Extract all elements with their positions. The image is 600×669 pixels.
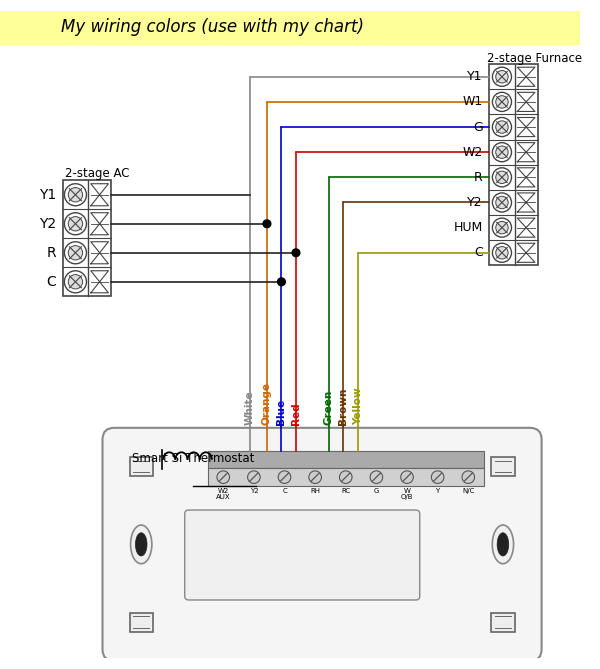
Text: C: C xyxy=(46,275,56,289)
Ellipse shape xyxy=(136,533,147,556)
Bar xyxy=(0,11,580,45)
Text: Y1: Y1 xyxy=(467,70,482,83)
Text: W2: W2 xyxy=(463,146,482,159)
Circle shape xyxy=(493,193,512,212)
Circle shape xyxy=(462,471,475,484)
Text: Red: Red xyxy=(291,402,301,425)
Text: Y2: Y2 xyxy=(39,217,56,231)
Polygon shape xyxy=(517,218,535,237)
Ellipse shape xyxy=(492,525,514,564)
Text: My wiring colors (use with my chart): My wiring colors (use with my chart) xyxy=(61,19,364,36)
Polygon shape xyxy=(517,92,535,112)
Circle shape xyxy=(493,168,512,187)
Text: Y2: Y2 xyxy=(250,488,258,494)
Text: White: White xyxy=(245,390,254,425)
Circle shape xyxy=(493,92,512,112)
Circle shape xyxy=(493,142,512,162)
Circle shape xyxy=(68,274,83,289)
Text: N/C: N/C xyxy=(462,488,475,494)
Text: RH: RH xyxy=(310,488,320,494)
Polygon shape xyxy=(517,193,535,212)
Text: Blue: Blue xyxy=(277,399,286,425)
FancyBboxPatch shape xyxy=(130,613,153,632)
Circle shape xyxy=(68,187,83,202)
Circle shape xyxy=(309,471,322,484)
FancyBboxPatch shape xyxy=(103,428,542,661)
Text: R: R xyxy=(46,246,56,260)
Circle shape xyxy=(493,118,512,136)
Text: Brown: Brown xyxy=(338,387,349,425)
Bar xyxy=(208,451,484,468)
Circle shape xyxy=(496,146,508,159)
Bar xyxy=(208,468,484,486)
Circle shape xyxy=(493,218,512,237)
Circle shape xyxy=(493,244,512,262)
Polygon shape xyxy=(91,184,109,206)
Circle shape xyxy=(431,471,444,484)
Circle shape xyxy=(340,471,352,484)
Text: C: C xyxy=(282,488,287,494)
Circle shape xyxy=(68,217,83,231)
Text: Orange: Orange xyxy=(262,382,272,425)
Circle shape xyxy=(496,121,508,133)
Polygon shape xyxy=(517,168,535,187)
Circle shape xyxy=(496,247,508,259)
Circle shape xyxy=(496,221,508,234)
Bar xyxy=(490,64,538,266)
Circle shape xyxy=(496,70,508,83)
Text: 2-stage AC: 2-stage AC xyxy=(65,167,129,180)
Circle shape xyxy=(64,242,86,264)
Text: W1: W1 xyxy=(463,96,482,108)
Text: G: G xyxy=(374,488,379,494)
Text: Smart Si Thermostat: Smart Si Thermostat xyxy=(131,452,254,465)
Polygon shape xyxy=(517,142,535,162)
FancyBboxPatch shape xyxy=(491,457,515,476)
Text: C: C xyxy=(474,246,482,260)
Ellipse shape xyxy=(497,533,509,556)
Polygon shape xyxy=(91,213,109,235)
Text: W
O/B: W O/B xyxy=(401,488,413,500)
Polygon shape xyxy=(91,242,109,264)
Text: Y2: Y2 xyxy=(467,196,482,209)
Circle shape xyxy=(68,246,83,260)
Text: Green: Green xyxy=(324,389,334,425)
Text: 2-stage Furnace: 2-stage Furnace xyxy=(487,52,583,65)
Text: HUM: HUM xyxy=(454,221,482,234)
Circle shape xyxy=(292,249,300,257)
Text: G: G xyxy=(473,120,482,134)
Text: RC: RC xyxy=(341,488,350,494)
Circle shape xyxy=(496,196,508,209)
Circle shape xyxy=(278,278,286,286)
Bar xyxy=(63,180,111,296)
Polygon shape xyxy=(91,271,109,293)
Text: Yellow: Yellow xyxy=(353,387,363,425)
Circle shape xyxy=(64,184,86,206)
FancyBboxPatch shape xyxy=(491,613,515,632)
Text: W2
AUX: W2 AUX xyxy=(216,488,230,500)
Text: R: R xyxy=(474,171,482,184)
Circle shape xyxy=(370,471,383,484)
Ellipse shape xyxy=(131,525,152,564)
Text: Y: Y xyxy=(436,488,440,494)
FancyBboxPatch shape xyxy=(185,510,420,600)
FancyBboxPatch shape xyxy=(130,457,153,476)
Circle shape xyxy=(64,213,86,235)
Circle shape xyxy=(64,271,86,293)
Polygon shape xyxy=(517,244,535,262)
Polygon shape xyxy=(517,118,535,136)
Circle shape xyxy=(496,171,508,183)
Circle shape xyxy=(217,471,230,484)
Circle shape xyxy=(263,220,271,227)
Polygon shape xyxy=(517,67,535,86)
Text: Y1: Y1 xyxy=(39,188,56,202)
Circle shape xyxy=(496,96,508,108)
Circle shape xyxy=(493,67,512,86)
Circle shape xyxy=(401,471,413,484)
Circle shape xyxy=(278,471,291,484)
Circle shape xyxy=(248,471,260,484)
